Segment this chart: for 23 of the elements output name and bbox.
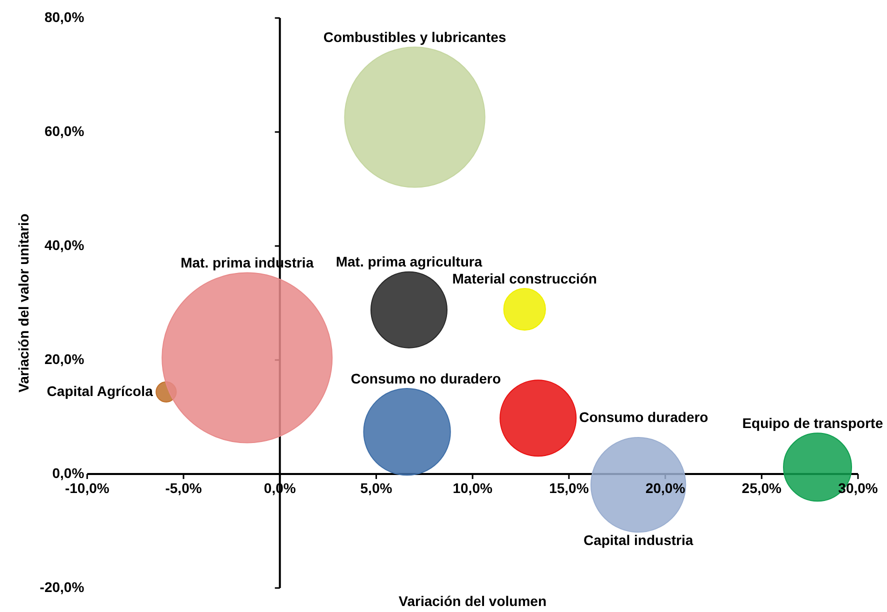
y-tick-label: 60,0% [44,122,85,139]
x-tick-label: 10,0% [452,480,493,496]
series-label: Material construcción [452,270,597,286]
y-tick-label: 20,0% [44,350,85,367]
x-tick-label: 15,0% [549,480,590,496]
x-tick-label: 25,0% [742,480,782,496]
series-label: Combustibles y lubricantes [323,28,506,45]
series-label: Consumo duradero [579,409,708,425]
series-label: Equipo de transporte [742,415,884,432]
y-tick-label: 0,0% [52,464,85,481]
series-label: Mat. prima agricultura [336,254,482,270]
x-tick-label: -5,0% [165,480,202,496]
series-label: Consumo no duradero [350,370,501,386]
x-axis-title: Variación del volumen [398,592,546,609]
x-tick-label: -10,0% [64,480,110,496]
y-axis-title: Variación del valor unitario [15,214,32,392]
y-tick-label: 80,0% [44,8,85,25]
y-tick-label: 40,0% [44,236,85,253]
x-tick-label: 20,0% [645,480,686,496]
series-label: Capital Agrícola [46,382,154,399]
y-tick-label: -20,0% [40,578,85,595]
x-tick-label: 5,0% [360,480,393,496]
series-label: Capital industria [583,532,694,548]
